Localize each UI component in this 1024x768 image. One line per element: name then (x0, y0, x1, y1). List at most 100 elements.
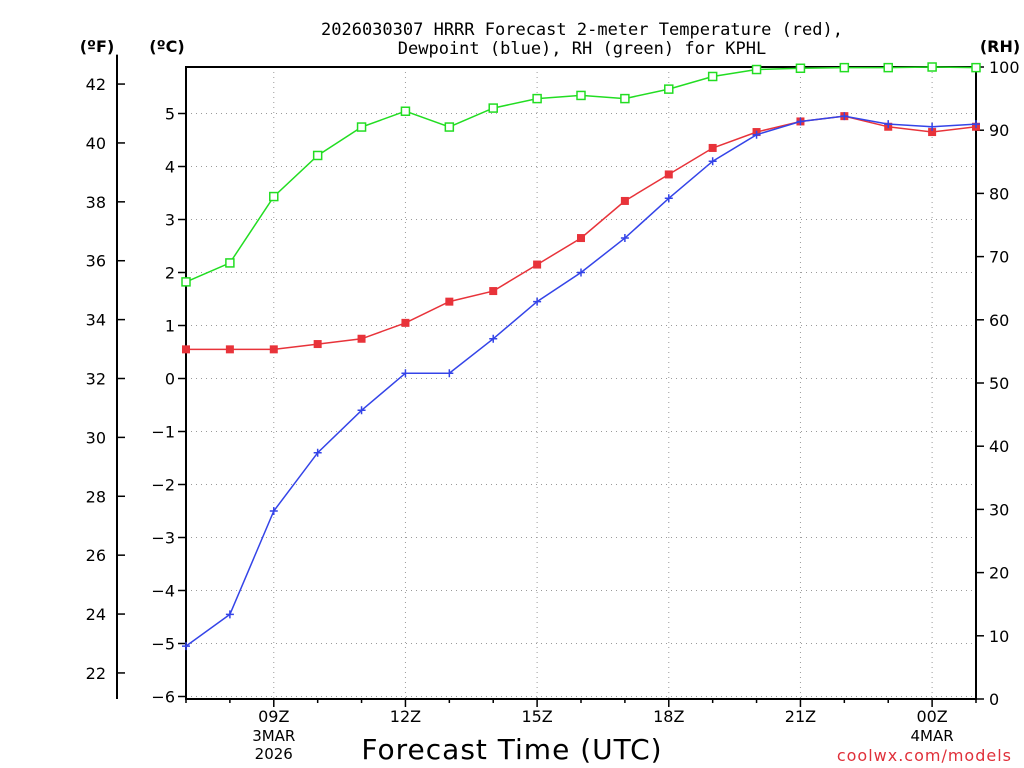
rh-marker (971, 62, 981, 73)
unit-label-rh: (RH) (980, 37, 1020, 56)
celsius-tick-label: 1 (165, 317, 175, 336)
celsius-tick-label: 5 (165, 105, 175, 124)
rh-tick-label: 40 (989, 437, 1009, 456)
dewpoint-marker (577, 268, 585, 277)
fahrenheit-tick-label: 24 (86, 605, 106, 624)
rh-marker (532, 93, 542, 104)
axes: 09Z 12Z 15Z 18Z 21Z 00Z3MAR20264MAR−6−5−4−3−2… (86, 54, 1020, 763)
x-date-label: 3MAR (252, 727, 295, 745)
temperature-marker (664, 170, 673, 179)
x-tick-label: 00Z (916, 707, 947, 726)
fahrenheit-tick-label: 42 (86, 75, 106, 94)
rh-marker (576, 90, 586, 101)
temperature-marker (357, 334, 366, 343)
temperature-marker (445, 297, 454, 306)
x-tick-label: 18Z (653, 707, 684, 726)
rh-tick-label: 10 (989, 627, 1009, 646)
dewpoint-marker (664, 194, 673, 203)
rh-tick-label: 20 (989, 564, 1009, 583)
dewpoint-marker (884, 120, 893, 129)
rh-tick-label: 80 (989, 184, 1009, 203)
celsius-tick-label: −2 (151, 476, 175, 495)
x-tick-label: 09Z (258, 707, 289, 726)
dewpoint-marker (840, 112, 849, 121)
rh-tick-label: 50 (989, 374, 1009, 393)
rh-tick-label: 60 (989, 311, 1009, 330)
rh-marker (181, 277, 191, 287)
temperature-marker (577, 234, 585, 243)
celsius-tick-label: −3 (151, 529, 175, 548)
temperature-marker (708, 143, 717, 152)
rh-tick-label: 30 (989, 500, 1009, 519)
rh-marker (225, 258, 235, 268)
dewpoint-marker (489, 334, 498, 343)
temperature-marker (269, 345, 278, 354)
temperature-marker (313, 340, 322, 349)
labels: 2026030307 HRRR Forecast 2-meter Tempera… (80, 20, 1020, 766)
dewpoint-marker (357, 406, 366, 415)
fahrenheit-tick-label: 32 (86, 370, 106, 389)
dewpoint-marker (928, 122, 937, 131)
x-tick-label: 21Z (785, 707, 816, 726)
temperature-marker (182, 345, 190, 354)
celsius-tick-label: 3 (165, 211, 175, 230)
chart-title-line1: 2026030307 HRRR Forecast 2-meter Tempera… (321, 20, 843, 40)
rh-tick-label: 90 (989, 121, 1009, 140)
dewpoint-marker (972, 120, 980, 129)
rh-marker (664, 84, 674, 94)
dewpoint-marker (796, 117, 805, 126)
chart-title-line2: Dewpoint (blue), RH (green) for KPHL (398, 39, 766, 59)
dewpoint-marker (182, 642, 190, 651)
temperature-marker (225, 345, 234, 354)
fahrenheit-tick-label: 36 (86, 252, 106, 271)
x-date-label: 4MAR (911, 727, 954, 745)
fahrenheit-tick-label: 22 (86, 664, 106, 683)
rh-marker (400, 106, 411, 116)
celsius-tick-label: −5 (151, 635, 175, 654)
series-layer (181, 62, 981, 651)
dewpoint-marker (225, 610, 234, 619)
rh-marker (488, 103, 498, 113)
rh-marker (312, 150, 323, 161)
dewpoint-marker (620, 234, 629, 243)
unit-label-celsius: (ºC) (149, 37, 184, 56)
rh-tick-label: 100 (989, 58, 1020, 77)
dewpoint-marker (269, 507, 278, 515)
dewpoint-marker (533, 297, 542, 306)
celsius-tick-label: −1 (151, 423, 175, 442)
rh-marker (356, 122, 367, 132)
fahrenheit-tick-label: 40 (86, 134, 106, 153)
grid (186, 67, 976, 699)
x-tick-label: 15Z (521, 707, 552, 726)
temperature-marker (533, 260, 542, 269)
x-date-label: 2026 (255, 745, 293, 763)
celsius-tick-label: 0 (165, 370, 175, 389)
unit-label-fahrenheit: (ºF) (80, 37, 115, 56)
temperature-marker (928, 128, 937, 137)
dewpoint-marker (708, 157, 717, 166)
celsius-tick-label: −6 (151, 688, 175, 707)
temperature-line (186, 115, 977, 351)
rh-marker (751, 64, 762, 75)
temperature-marker (620, 196, 629, 205)
rh-marker (795, 63, 806, 74)
rh-marker (927, 62, 937, 72)
dewpoint-marker (445, 369, 454, 378)
rh-marker (444, 122, 455, 132)
temperature-marker (489, 287, 498, 296)
fahrenheit-tick-label: 30 (86, 428, 106, 447)
dewpoint-line (185, 115, 977, 647)
rh-tick-label: 70 (989, 248, 1009, 267)
rh-tick-label: 0 (989, 690, 999, 709)
fahrenheit-tick-label: 26 (86, 546, 106, 565)
rh-marker (883, 62, 893, 73)
fahrenheit-tick-label: 38 (86, 193, 106, 212)
rh-marker (620, 93, 630, 104)
plot-frame (185, 66, 977, 700)
celsius-tick-label: 4 (165, 158, 175, 177)
celsius-tick-label: 2 (165, 264, 175, 283)
rh-marker (839, 62, 850, 73)
dewpoint-marker (752, 130, 761, 139)
rh-marker (707, 71, 718, 82)
